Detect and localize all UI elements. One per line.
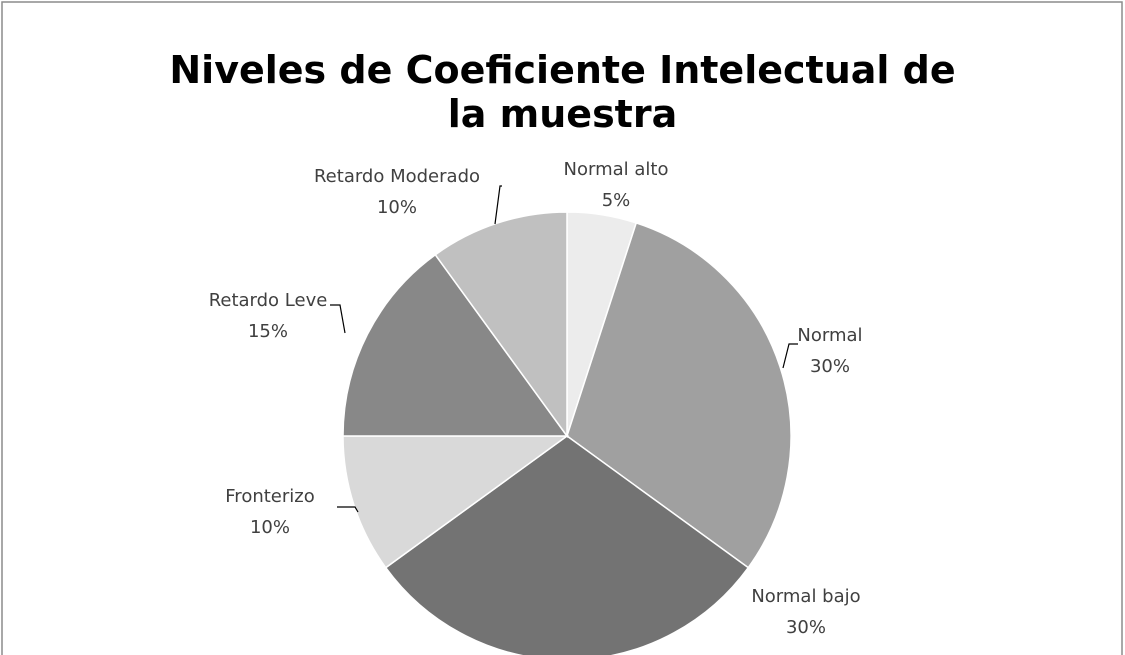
- pie-slice: [566, 222, 792, 569]
- slice-label: Normal bajo: [751, 586, 860, 607]
- slice-label: Normal alto: [564, 159, 669, 180]
- slice-value-label: 30%: [786, 617, 826, 638]
- pie-slice: [342, 253, 569, 437]
- pie-slice: [434, 211, 568, 439]
- pie-slice: [342, 435, 570, 569]
- slice-label: Fronterizo: [225, 486, 314, 507]
- slice-value-label: 10%: [377, 197, 417, 218]
- slice-label: Normal: [797, 325, 862, 346]
- slice-value-label: 15%: [248, 321, 288, 342]
- slice-value-label: 5%: [602, 190, 631, 211]
- chart-title: Niveles de Coeficiente Intelectual de la…: [169, 48, 956, 136]
- slice-value-label: 10%: [250, 517, 290, 538]
- pie-slice: [384, 435, 750, 655]
- slice-label: Retardo Leve: [209, 290, 328, 311]
- leader-line: [330, 304, 346, 334]
- slice-label: Retardo Moderado: [314, 166, 480, 187]
- slice-value-label: 30%: [810, 356, 850, 377]
- leader-line: [494, 185, 502, 225]
- leader-line: [337, 506, 359, 513]
- leader-line: [782, 343, 798, 369]
